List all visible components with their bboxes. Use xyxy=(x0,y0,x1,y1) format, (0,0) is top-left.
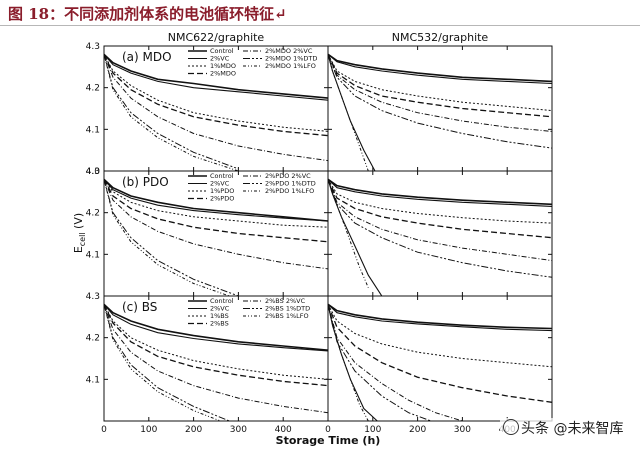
series-line xyxy=(327,54,376,172)
series-line xyxy=(327,304,553,403)
x-axis-label: Storage Time (h) xyxy=(276,434,381,447)
x-tick-label: 100 xyxy=(364,425,381,435)
series-line xyxy=(327,179,383,297)
series-line xyxy=(103,54,329,137)
panel-label: (c) BS xyxy=(122,300,157,314)
series-line xyxy=(327,304,369,422)
series-line xyxy=(327,304,378,422)
series-line xyxy=(103,304,221,422)
series-line xyxy=(327,179,553,239)
legend-entry: 2%PDO 1%DTD xyxy=(265,180,316,188)
x-tick-label: 300 xyxy=(230,425,247,435)
series-line xyxy=(327,178,553,207)
series-line xyxy=(327,53,553,85)
series-line xyxy=(103,303,329,352)
series-line xyxy=(103,179,230,297)
panel-frame xyxy=(327,295,553,422)
legend-entry: 2%VC xyxy=(210,305,230,313)
x-tick-label: 200 xyxy=(185,425,202,435)
series-line xyxy=(327,179,553,224)
x-tick-label: 400 xyxy=(275,425,292,435)
y-tick-label: 4.3 xyxy=(86,167,100,177)
legend-entry: 2%VC xyxy=(210,180,230,188)
legend-entry: 1%BS xyxy=(210,312,229,320)
y-axis-label: Ecell (V) xyxy=(72,213,87,253)
series-line xyxy=(327,53,553,83)
series-line xyxy=(103,53,329,101)
series-line xyxy=(103,53,329,99)
legend-entry: Control xyxy=(210,297,234,305)
watermark: 头条 @未来智库 xyxy=(500,418,627,438)
series-line xyxy=(103,178,329,243)
series-line xyxy=(103,304,329,414)
series-line xyxy=(327,178,553,206)
legend-entry: 1%MDO xyxy=(210,62,236,70)
series-line xyxy=(103,304,329,387)
series-line xyxy=(327,54,553,112)
series-line xyxy=(327,54,553,132)
panel-label: (b) PDO xyxy=(122,175,169,189)
y-tick-label: 4.3 xyxy=(86,292,100,302)
x-tick-label: 300 xyxy=(454,425,471,435)
column-title: NMC622/graphite xyxy=(168,31,265,44)
legend-entry: 2%BS 2%VC xyxy=(265,297,306,305)
legend-entry: 2%MDO 1%DTD xyxy=(265,55,317,63)
y-tick-label: 4.2 xyxy=(86,209,100,219)
legend-entry: 2%MDO 2%VC xyxy=(265,47,313,55)
x-tick-label: 0 xyxy=(325,425,331,435)
x-tick-label: 100 xyxy=(140,425,157,435)
series-line xyxy=(103,304,329,380)
legend-entry: Control xyxy=(210,47,234,55)
legend-entry: 2%MDO 1%LFO xyxy=(265,62,316,70)
y-tick-label: 4.3 xyxy=(86,42,100,52)
y-tick-label: 4.1 xyxy=(86,125,100,135)
y-tick-label: 4.1 xyxy=(86,250,100,260)
panel-frame xyxy=(327,45,553,172)
series-line xyxy=(327,303,553,330)
figure-title: 图 18：不同添加剂体系的电池循环特征↵ xyxy=(8,5,287,23)
x-tick-label: 0 xyxy=(101,425,107,435)
watermark-text: 头条 @未来智库 xyxy=(521,421,624,437)
series-line xyxy=(103,179,239,297)
series-line xyxy=(327,179,553,262)
header-divider xyxy=(0,25,640,26)
legend-entry: 2%MDO xyxy=(210,70,236,78)
y-tick-label: 4.2 xyxy=(86,84,100,94)
series-line xyxy=(103,303,329,351)
cycling-chart: NMC622/graphite NMC532/graphite Ecell (V) S… xyxy=(72,31,553,447)
x-tick-label: 200 xyxy=(409,425,426,435)
series-line xyxy=(103,178,329,222)
y-tick-label: 4.1 xyxy=(86,375,100,385)
series-line xyxy=(327,304,432,422)
y-tick-label: 4.2 xyxy=(86,334,100,344)
panel-label: (a) MDO xyxy=(122,50,172,64)
series-line xyxy=(327,304,553,368)
figure-header: 图 18：不同添加剂体系的电池循环特征↵ xyxy=(0,0,640,26)
legend-entry: Control xyxy=(210,172,234,180)
y-tick-label: 4.0 xyxy=(86,167,101,177)
series-line xyxy=(327,304,463,422)
legend-entry: 2%VC xyxy=(210,55,230,63)
series-line xyxy=(327,54,553,118)
panel-frame xyxy=(327,170,553,297)
wechat-icon xyxy=(503,419,519,435)
series-line xyxy=(103,54,239,170)
series-line xyxy=(103,54,329,162)
series-line xyxy=(327,179,553,278)
series-line xyxy=(327,303,553,332)
series-line xyxy=(103,54,329,132)
column-title: NMC532/graphite xyxy=(392,31,489,44)
legend-entry: 2%BS 1%LFO xyxy=(265,312,309,320)
series-line xyxy=(103,54,239,172)
legend-entry: 2%BS 1%DTD xyxy=(265,305,310,313)
series-line xyxy=(103,304,230,422)
legend-entry: 2%PDO 1%LFO xyxy=(265,187,314,195)
legend-entry: 2%BS xyxy=(210,320,229,328)
legend-entry: 2%PDO xyxy=(210,195,234,203)
series-line xyxy=(103,178,329,222)
legend-entry: 2%PDO 2%VC xyxy=(265,172,311,180)
series-line xyxy=(327,54,369,172)
legend-entry: 1%PDO xyxy=(210,187,234,195)
